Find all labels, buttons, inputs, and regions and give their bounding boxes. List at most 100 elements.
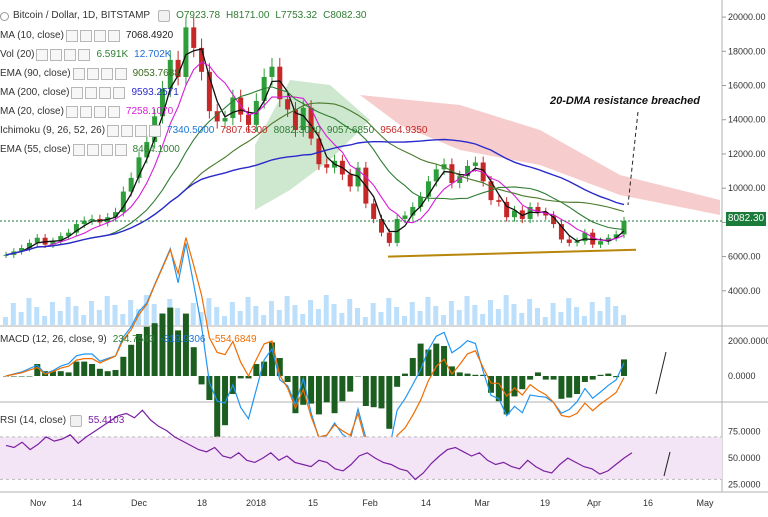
close-icon[interactable] bbox=[64, 49, 77, 61]
close-icon[interactable] bbox=[100, 68, 113, 80]
settings-icon[interactable] bbox=[121, 125, 134, 137]
time-tick-label: Feb bbox=[362, 498, 378, 508]
candle-body bbox=[199, 47, 205, 72]
settings-icon[interactable] bbox=[85, 87, 98, 99]
eye-icon[interactable] bbox=[71, 87, 84, 99]
eye-icon[interactable] bbox=[107, 125, 120, 137]
settings-icon[interactable] bbox=[79, 106, 92, 118]
volume-bar bbox=[503, 295, 509, 325]
plus-icon[interactable] bbox=[107, 30, 120, 42]
eye-icon[interactable] bbox=[36, 49, 49, 61]
ma20-line bbox=[5, 61, 625, 256]
eye-icon[interactable] bbox=[72, 68, 85, 80]
legend-value: 6.591K bbox=[96, 49, 129, 60]
settings-icon[interactable] bbox=[50, 49, 63, 61]
time-tick-label: 18 bbox=[197, 498, 207, 508]
legend-row: EMA (90, close) 9053.7688 bbox=[0, 67, 180, 81]
close-icon[interactable] bbox=[93, 106, 106, 118]
macd-histogram-bar bbox=[605, 373, 612, 376]
settings-icon[interactable] bbox=[86, 144, 99, 156]
volume-bar bbox=[386, 298, 392, 325]
close-icon[interactable] bbox=[135, 125, 148, 137]
macd-histogram-bar bbox=[198, 376, 205, 385]
candle-body bbox=[175, 59, 181, 77]
macd-histogram-bar bbox=[261, 361, 268, 376]
volume-bar bbox=[355, 308, 361, 325]
macd-histogram-bar bbox=[104, 371, 111, 376]
volume-bar bbox=[401, 316, 407, 325]
candle-body bbox=[535, 206, 541, 213]
volume-bar bbox=[245, 297, 251, 325]
candle-body bbox=[418, 196, 424, 207]
candle-body bbox=[230, 97, 236, 119]
candle-body bbox=[598, 241, 604, 245]
legend-name: EMA (55, close) bbox=[0, 144, 71, 155]
legend-name: MA (20, close) bbox=[0, 106, 64, 117]
eye-icon[interactable] bbox=[72, 144, 85, 156]
candle-body bbox=[347, 174, 353, 187]
candle-body bbox=[613, 234, 619, 238]
eye-icon[interactable] bbox=[70, 415, 83, 427]
macd-histogram-bar bbox=[182, 313, 189, 376]
candle-body bbox=[300, 107, 306, 130]
plus-icon[interactable] bbox=[149, 125, 162, 137]
ichimoku-cloud-bull bbox=[255, 80, 370, 210]
candle-body bbox=[206, 71, 212, 112]
volume-bar bbox=[81, 315, 87, 325]
volume-bar bbox=[253, 306, 259, 325]
candle-body bbox=[465, 165, 471, 177]
rsi-arrow bbox=[663, 451, 671, 477]
time-tick-label: Mar bbox=[474, 498, 490, 508]
macd-histogram-bar bbox=[222, 376, 229, 426]
macd-histogram-bar bbox=[284, 376, 291, 382]
annotation-label: 20-DMA resistance breached bbox=[550, 95, 700, 107]
close-value: C8082.30 bbox=[323, 10, 367, 21]
plus-icon[interactable] bbox=[107, 106, 120, 118]
macd-histogram-bar bbox=[237, 376, 244, 379]
legend-row: Ichimoku (9, 26, 52, 26) 7340.5000 7807.63… bbox=[0, 124, 427, 138]
header-row: Bitcoin / Dollar, 1D, BITSTAMP O7923.78 … bbox=[0, 9, 366, 23]
eye-icon[interactable] bbox=[65, 30, 78, 42]
plus-icon[interactable] bbox=[113, 87, 126, 99]
plus-icon[interactable] bbox=[114, 68, 127, 80]
candle-body bbox=[324, 164, 330, 168]
volume-bar bbox=[370, 303, 376, 325]
legend-row: MA (10, close) 7068.4920 bbox=[0, 29, 173, 43]
candle-body bbox=[582, 232, 588, 242]
eye-icon[interactable] bbox=[158, 10, 171, 22]
volume-bar bbox=[456, 310, 462, 325]
volume-bar bbox=[34, 307, 40, 325]
volume-bar bbox=[104, 296, 110, 325]
macd-signal-value: -554.6849 bbox=[211, 334, 257, 345]
macd-histogram-bar bbox=[488, 376, 495, 393]
volume-bar bbox=[308, 300, 314, 325]
close-icon[interactable] bbox=[99, 87, 112, 99]
plus-icon[interactable] bbox=[78, 49, 91, 61]
settings-icon[interactable] bbox=[79, 30, 92, 42]
plus-icon[interactable] bbox=[114, 144, 127, 156]
volume-bar bbox=[480, 314, 486, 325]
time-tick-label: 16 bbox=[643, 498, 653, 508]
macd-histogram-bar bbox=[621, 359, 627, 376]
macd-histogram-bar bbox=[276, 358, 283, 376]
volume-bar bbox=[151, 304, 157, 325]
time-tick-label: Nov bbox=[30, 498, 47, 508]
volume-bar bbox=[417, 311, 423, 325]
macd-histogram-bar bbox=[558, 376, 565, 399]
volume-bar bbox=[300, 314, 306, 325]
high-value: H8171.00 bbox=[226, 10, 270, 21]
annotation-arrow bbox=[627, 111, 639, 206]
volume-bar bbox=[409, 302, 415, 325]
close-icon[interactable] bbox=[93, 30, 106, 42]
volume-bar bbox=[214, 307, 220, 325]
macd-histogram-bar bbox=[519, 376, 526, 390]
candle-body bbox=[73, 224, 79, 233]
settings-icon[interactable] bbox=[86, 68, 99, 80]
macd-histogram-bar bbox=[34, 364, 41, 376]
macd-histogram-bar bbox=[190, 347, 197, 376]
legend-row: MA (200, close) 9593.2571 bbox=[0, 86, 179, 100]
close-icon[interactable] bbox=[100, 144, 113, 156]
eye-icon[interactable] bbox=[65, 106, 78, 118]
